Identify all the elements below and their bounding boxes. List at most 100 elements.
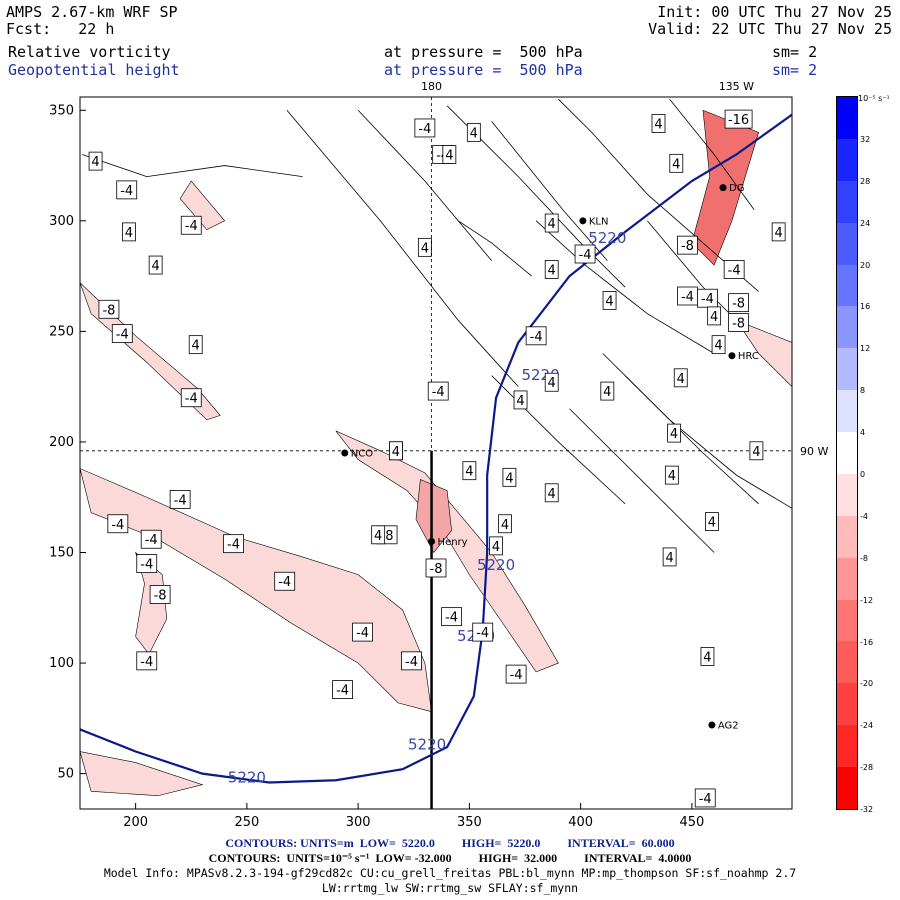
vorticity-label-text: -4	[140, 655, 153, 670]
colorbar-swatch	[837, 557, 857, 600]
vorticity-label-text: 4	[677, 372, 685, 387]
station-label: DG	[729, 183, 744, 194]
vorticity-label-text: 4	[445, 148, 453, 163]
vorticity-label-text: -8	[102, 303, 115, 318]
vorticity-label: -8	[425, 558, 447, 578]
vorticity-label-box	[332, 680, 353, 699]
vorticity-label-box	[489, 536, 503, 556]
vorticity-label-text: -4	[356, 626, 369, 641]
vorticity-label: 4	[544, 260, 559, 279]
vorticity-label-text: -4	[278, 575, 291, 590]
lon-135w-label: 135 W	[719, 80, 754, 93]
vorticity-label-box	[707, 306, 722, 326]
vorticity-label-box	[694, 788, 716, 808]
vorticity-label-text: 4	[505, 471, 513, 486]
vorticity-label: -4	[140, 529, 162, 549]
vorticity-label: -4	[352, 622, 373, 642]
vorticity-label-text: 4	[392, 445, 400, 460]
colorbar-swatch	[837, 515, 857, 558]
vorticity-label: 4	[651, 114, 666, 133]
vorticity-label-box	[505, 664, 527, 684]
model-info: Model Info: MPASv8.2.3-194-gf29cd82c CU:…	[103, 866, 797, 880]
colorbar-tick-label: -32	[860, 805, 874, 815]
valid-time: Valid: 22 UTC Thu 27 Nov 25	[648, 20, 892, 38]
height-contour-info: CONTOURS: UNITS=m LOW= 5220.0 HIGH= 5220…	[225, 836, 675, 850]
field1-name: Relative vorticity	[8, 43, 171, 61]
vorticity-label-box	[180, 215, 202, 235]
vorticity-label-text: 4	[548, 487, 556, 502]
contour-label: 5220	[477, 556, 515, 574]
vorticity-label-box	[425, 558, 447, 578]
vorticity-label-text: -8	[732, 317, 745, 332]
station-label: NCO	[351, 449, 373, 460]
vorticity-label: 4	[662, 547, 677, 567]
vorticity-label: -16	[724, 109, 753, 129]
vorticity-label: 4	[462, 461, 477, 481]
vorticity-contour	[446, 105, 626, 288]
x-tick-label: 200	[123, 815, 148, 830]
y-tick-label: 50	[57, 767, 74, 782]
vorticity-label: 4	[513, 390, 528, 410]
vorticity-label: -4	[441, 607, 462, 627]
vorticity-label-text: 4	[421, 241, 429, 256]
colorbar-tick-label: 8	[860, 386, 866, 396]
colorbar-tick-label: -20	[860, 679, 874, 689]
vorticity-label-box	[107, 514, 129, 534]
colorbar-tick-label: 28	[860, 176, 871, 186]
station-marker	[341, 449, 349, 457]
vorticity-label: 4	[442, 145, 457, 164]
vorticity-label-text: -4	[336, 684, 349, 699]
y-tick-label: 200	[49, 435, 74, 450]
vorticity-contour	[558, 98, 759, 292]
vorticity-label-text: 4	[672, 157, 680, 172]
vorticity-label: -4	[180, 388, 202, 408]
vorticity-label-box	[667, 423, 681, 443]
vorticity-label: -4	[136, 651, 158, 671]
vorticity-label-box	[600, 381, 615, 401]
vorticity-label: -8	[98, 299, 120, 319]
vorticity-label-text: -4	[174, 493, 187, 508]
vorticity-label-text: -4	[579, 248, 592, 263]
vorticity-label: -4	[414, 118, 436, 138]
vorticity-label-text: 4	[775, 226, 783, 241]
vorticity-label-box	[472, 622, 494, 642]
vorticity-contour-info: CONTOURS: UNITS=10⁻⁵ s⁻¹ LOW= -32.000 HI…	[208, 851, 692, 865]
colorbar-tick-label: 0	[860, 470, 866, 479]
colorbar-swatch	[837, 264, 857, 307]
vorticity-label-text: 4	[192, 339, 200, 354]
vorticity-label: -4	[223, 534, 244, 554]
vorticity-contour	[569, 408, 715, 553]
vorticity-label-box	[414, 118, 436, 138]
colorbar-tick-label: -24	[860, 721, 874, 731]
vorticity-contour	[458, 220, 532, 277]
colorbar-tick-label: 24	[860, 218, 871, 228]
lon-180-label: 180	[421, 80, 442, 93]
vorticity-label: 4	[749, 441, 764, 461]
x-tick-label: 250	[234, 815, 259, 830]
vorticity-label-box	[724, 109, 753, 129]
vorticity-label: 4	[771, 222, 786, 242]
colorbar-swatch	[837, 222, 857, 265]
colorbar-swatch	[837, 599, 857, 642]
vorticity-label: -4	[697, 288, 718, 308]
vorticity-label: -4	[427, 381, 449, 401]
station-marker	[428, 537, 436, 545]
vorticity-label-text: 4	[125, 226, 133, 241]
station-label: AG2	[718, 720, 739, 731]
vorticity-label: 4	[707, 306, 722, 326]
station-marker	[579, 217, 587, 225]
vorticity-label-box	[673, 368, 688, 388]
station-marker	[719, 184, 727, 192]
vorticity-label-text: 4	[516, 394, 524, 409]
vorticity-label-box	[574, 244, 596, 264]
vorticity-label: 4	[711, 335, 726, 355]
vorticity-label-text: -4	[445, 611, 458, 626]
vorticity-label: -4	[111, 324, 133, 343]
vorticity-label-text: -4	[418, 122, 431, 137]
vorticity-label-box	[427, 381, 449, 401]
vorticity-label-box	[148, 255, 163, 275]
vorticity-label-text: -4	[140, 558, 153, 573]
vorticity-label: 4	[498, 514, 512, 534]
vorticity-label-box	[700, 647, 715, 666]
vorticity-label-box	[223, 534, 244, 554]
